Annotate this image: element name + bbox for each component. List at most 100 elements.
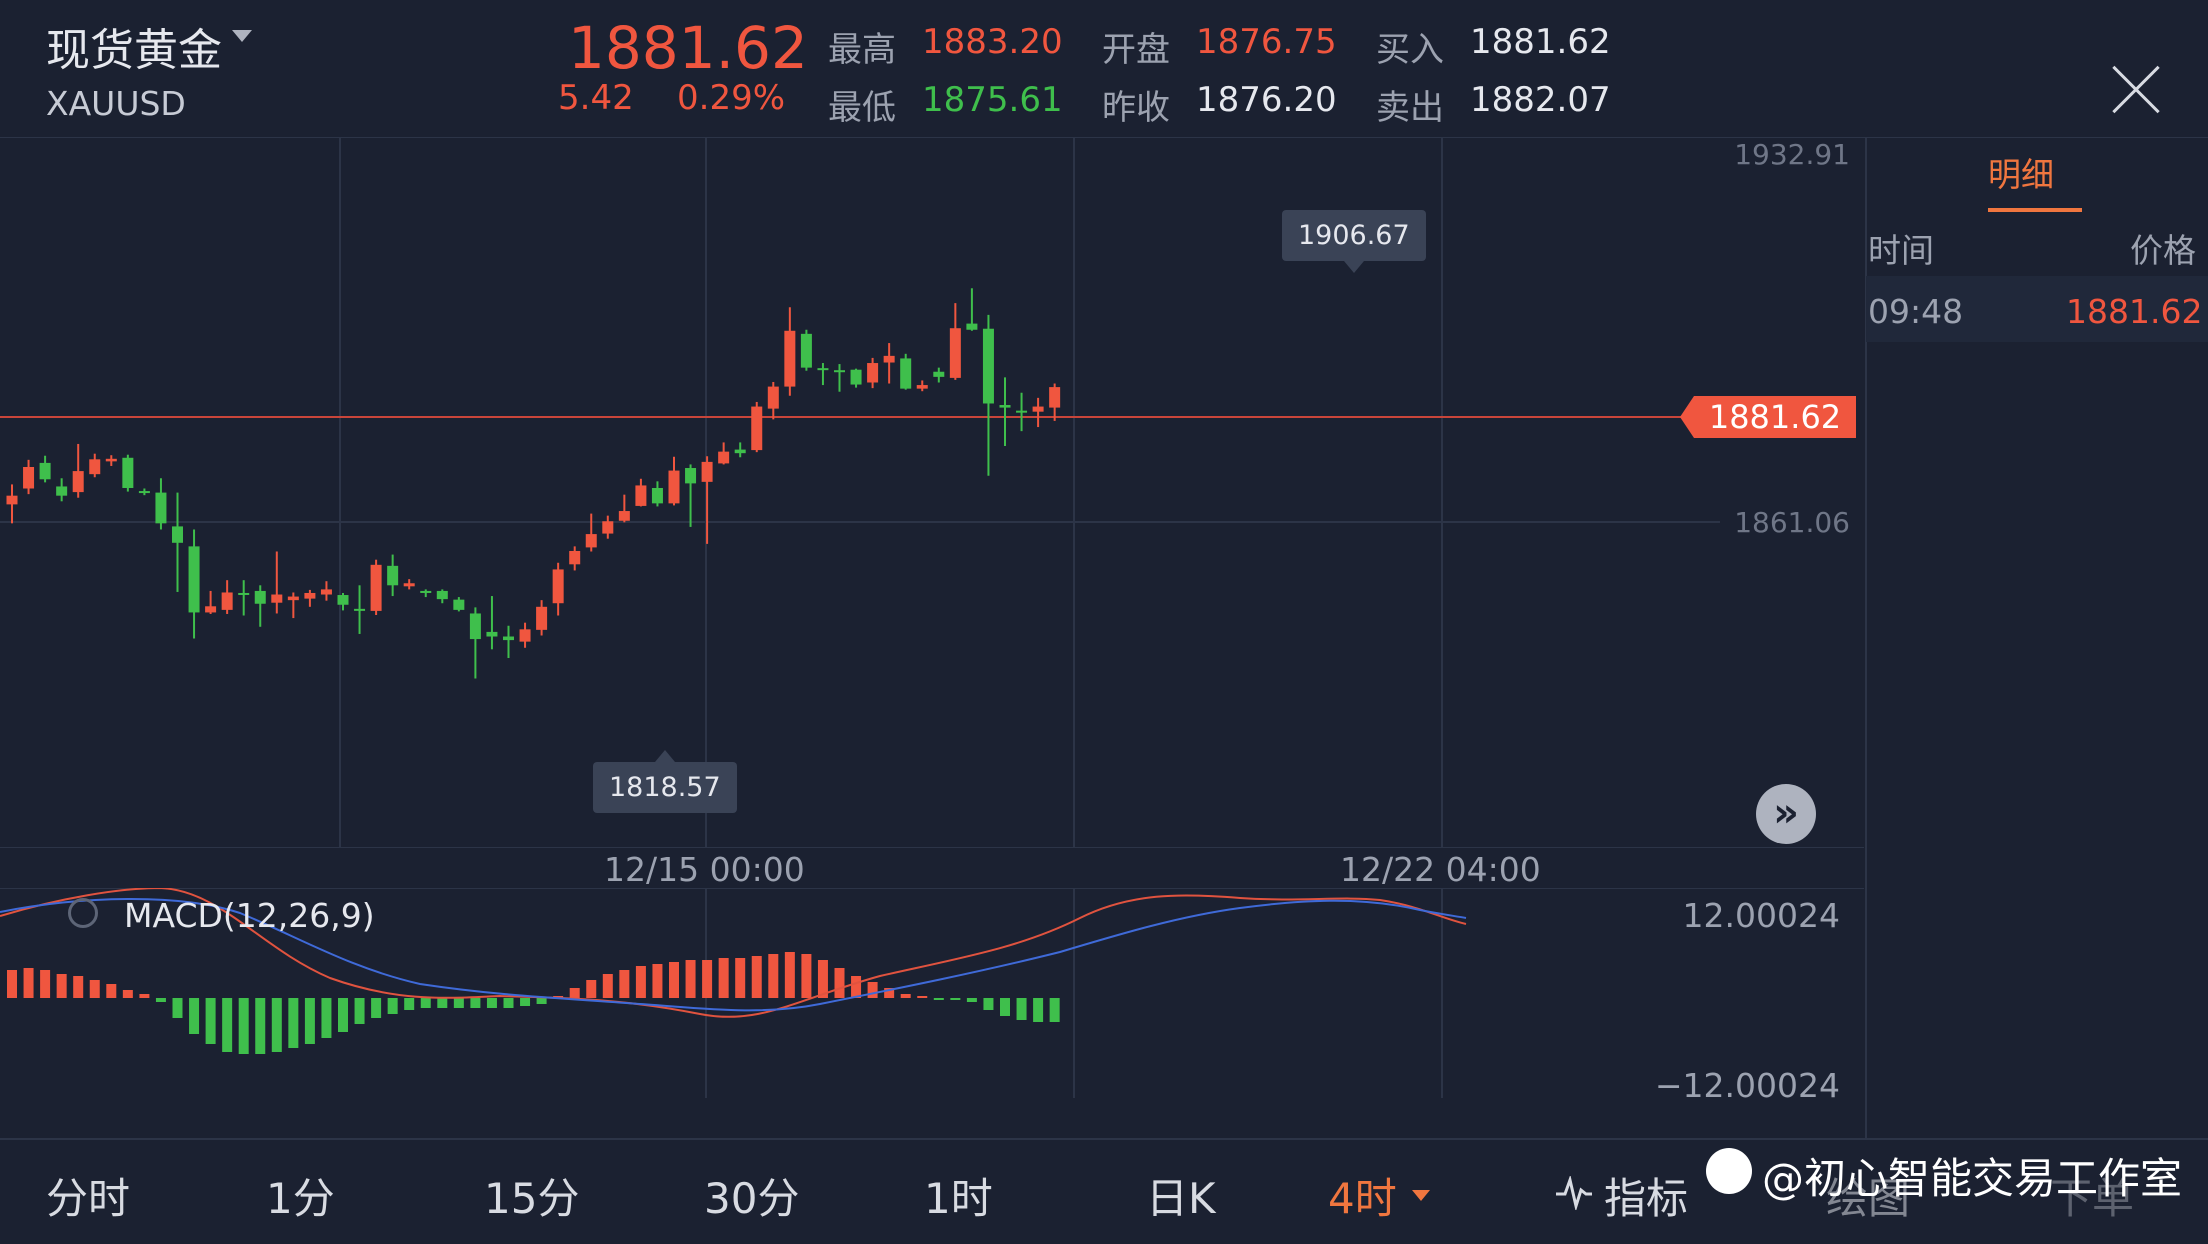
macd-bar	[602, 974, 613, 998]
tab-detail[interactable]: 明细	[1988, 155, 2054, 194]
indicator-button[interactable]: 指标	[1604, 1174, 1689, 1223]
sell-value: 1882.07	[1470, 80, 1611, 120]
candle-body	[271, 594, 283, 603]
candle-body	[651, 487, 663, 504]
min-price-tag: 1818.57	[593, 750, 737, 813]
macd-bar	[271, 998, 282, 1052]
draw-button[interactable]: 绘图	[1826, 1174, 1911, 1223]
candle-body	[834, 370, 845, 373]
trade-detail-panel	[1865, 138, 2208, 1138]
indicator-icon[interactable]	[1556, 1176, 1592, 1210]
tab-30min[interactable]: 30分	[704, 1174, 800, 1223]
macd-histogram	[7, 952, 1060, 1054]
candle-body	[23, 466, 35, 489]
candle-body	[1049, 387, 1061, 408]
candle-body	[337, 595, 349, 605]
macd-bar	[56, 974, 67, 998]
macd-y-bottom: −12.00024	[1654, 1066, 1840, 1105]
candle-body	[635, 485, 647, 506]
candlestick-chart[interactable]	[0, 138, 1864, 848]
high-value: 1883.20	[922, 22, 1063, 62]
candle-body	[486, 631, 498, 637]
scroll-to-latest-button[interactable]: »	[1756, 784, 1816, 844]
candle-body	[387, 565, 399, 586]
candle-body	[552, 569, 564, 604]
macd-bar	[652, 964, 663, 998]
tab-4hour[interactable]: 4时	[1328, 1174, 1397, 1223]
candle-body	[6, 495, 18, 505]
macd-chart[interactable]	[0, 888, 1864, 1138]
macd-bar	[569, 988, 580, 998]
macd-bar	[635, 966, 646, 998]
timeframe-tabbar	[0, 1138, 2208, 1244]
candle-body	[585, 534, 597, 548]
candle-body	[172, 526, 183, 543]
macd-bar	[89, 980, 100, 998]
chevron-down-icon[interactable]	[1412, 1190, 1430, 1201]
macd-bar	[288, 998, 299, 1048]
macd-bar	[983, 998, 994, 1010]
buy-label: 买入	[1376, 30, 1444, 70]
close-icon[interactable]	[2108, 62, 2164, 118]
candle-body	[370, 564, 382, 611]
macd-bar	[437, 998, 448, 1008]
macd-bar	[139, 994, 150, 998]
tab-1min[interactable]: 1分	[266, 1174, 335, 1223]
prev-close-value: 1876.20	[1196, 80, 1337, 120]
macd-bar	[851, 976, 862, 998]
macd-bar	[669, 962, 679, 998]
max-price-tag: 1906.67	[1282, 210, 1426, 273]
chart-grid	[0, 138, 1864, 848]
candle-body	[602, 521, 614, 534]
column-time: 时间	[1868, 231, 1934, 270]
chevron-down-icon[interactable]	[232, 30, 252, 42]
macd-bar	[453, 998, 464, 1008]
candle-body	[39, 462, 51, 480]
x-axis-label: 12/22 04:00	[1340, 850, 1541, 889]
low-value: 1875.61	[922, 80, 1063, 120]
trade-price: 1881.62	[2066, 292, 2203, 331]
macd-bar	[106, 984, 117, 998]
order-button[interactable]: 下单	[2050, 1174, 2135, 1223]
candles	[6, 288, 1061, 679]
candle-body	[403, 583, 415, 587]
candle-body	[287, 596, 299, 601]
candle-body	[105, 458, 117, 462]
tab-15min[interactable]: 15分	[484, 1174, 580, 1223]
tab-daily[interactable]: 日K	[1146, 1174, 1216, 1223]
candle-body	[784, 330, 796, 387]
macd-bar	[338, 998, 348, 1032]
candle-body	[1032, 406, 1044, 412]
macd-dea-line	[0, 898, 1467, 1012]
macd-bar	[40, 970, 51, 998]
macd-bar	[189, 998, 200, 1034]
candle-body	[734, 449, 746, 454]
price-change: 5.42	[558, 78, 634, 118]
macd-bar	[7, 970, 17, 998]
macd-bar	[387, 998, 398, 1014]
macd-bar	[751, 956, 762, 998]
macd-bar	[255, 998, 266, 1054]
tab-time-share[interactable]: 分时	[46, 1174, 131, 1223]
macd-bar	[884, 988, 895, 998]
macd-bar	[933, 998, 944, 1000]
macd-bar	[867, 982, 878, 998]
candle-body	[751, 406, 763, 451]
last-price: 1881.62	[568, 14, 808, 82]
candle-body	[800, 333, 812, 368]
macd-bar	[619, 970, 630, 998]
candle-body	[618, 511, 630, 521]
settings-gear-icon[interactable]	[68, 898, 98, 928]
macd-bar	[702, 960, 713, 998]
tab-1hour[interactable]: 1时	[924, 1174, 993, 1223]
instrument-title[interactable]: 现货黄金	[46, 25, 222, 76]
candle-body	[536, 606, 548, 630]
macd-bar	[966, 998, 977, 1002]
macd-bar	[321, 998, 332, 1038]
macd-bar	[718, 958, 729, 998]
macd-bar	[1000, 998, 1010, 1016]
macd-bar	[685, 960, 696, 998]
candle-body	[238, 592, 250, 595]
macd-bar	[172, 998, 183, 1018]
tab-underline	[1988, 208, 2082, 212]
